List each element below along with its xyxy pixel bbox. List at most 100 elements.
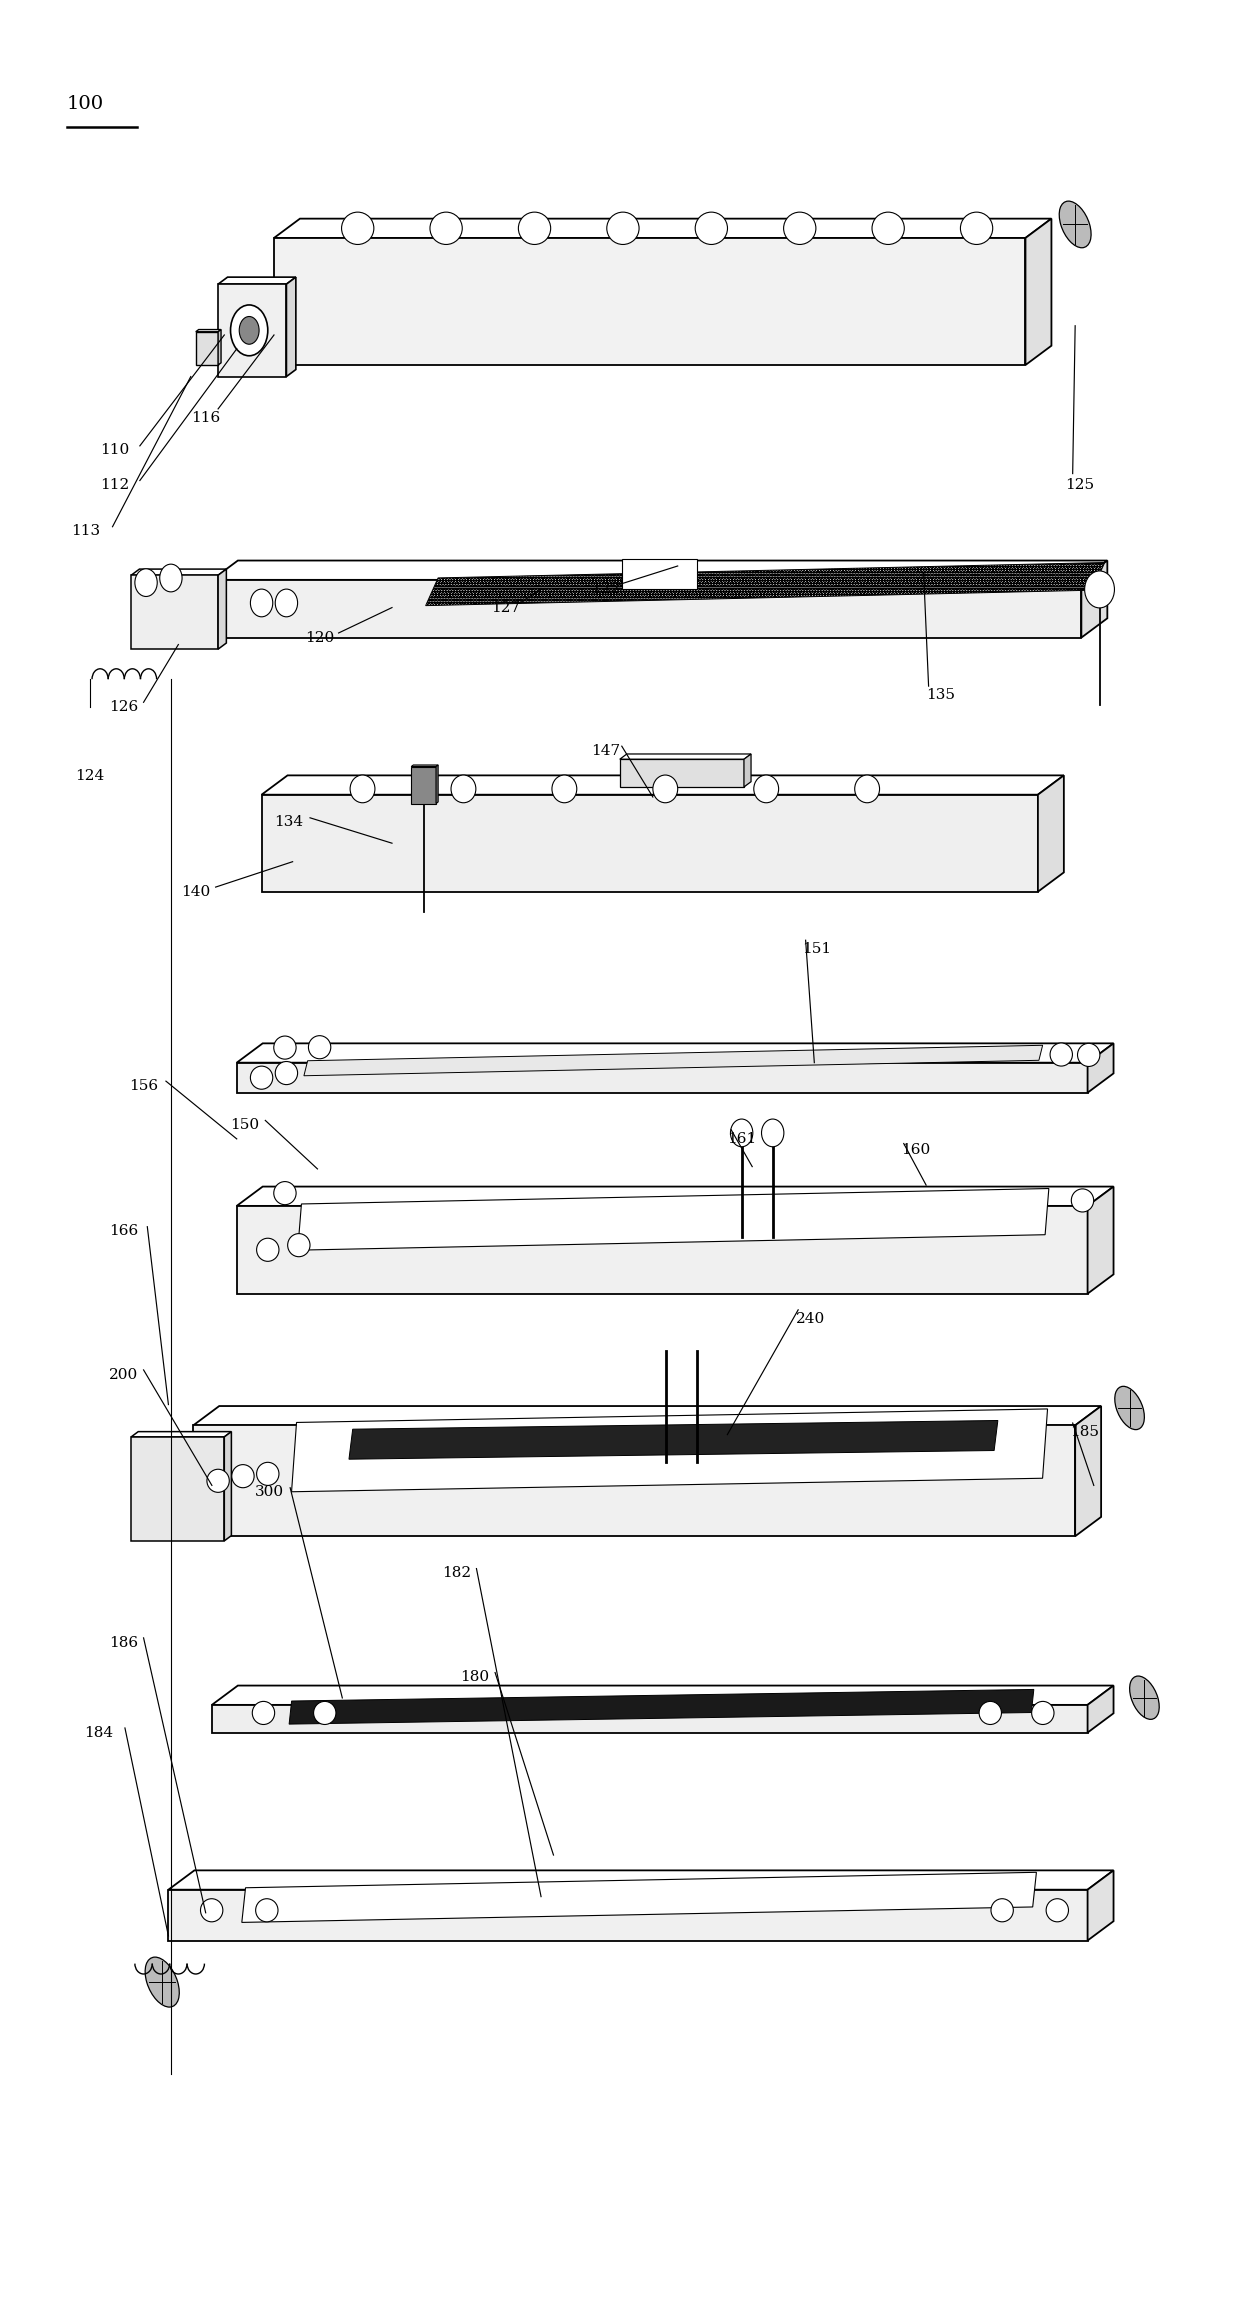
Text: 124: 124 [75,769,104,783]
Ellipse shape [653,774,678,802]
Ellipse shape [784,211,816,244]
Ellipse shape [256,1239,279,1262]
Polygon shape [619,753,751,760]
Text: 161: 161 [727,1132,756,1146]
Polygon shape [236,1206,1088,1294]
Polygon shape [289,1690,1034,1724]
Ellipse shape [309,1037,330,1060]
Ellipse shape [231,304,268,356]
Polygon shape [1088,1871,1114,1941]
Ellipse shape [1050,1043,1073,1067]
Text: 120: 120 [305,630,334,644]
Polygon shape [236,1043,1114,1062]
Polygon shape [219,277,296,284]
Polygon shape [436,765,438,804]
Polygon shape [426,562,1105,607]
Polygon shape [619,760,744,788]
Ellipse shape [1046,1899,1069,1922]
Ellipse shape [275,588,298,616]
Polygon shape [168,1871,1114,1889]
Ellipse shape [961,211,992,244]
Text: 134: 134 [274,816,303,830]
Text: 125: 125 [1065,479,1094,493]
Polygon shape [274,218,1051,237]
Text: 180: 180 [460,1671,490,1685]
Ellipse shape [201,1899,222,1922]
Text: 186: 186 [109,1636,138,1650]
Polygon shape [274,237,1025,365]
Text: 156: 156 [128,1078,158,1092]
Text: 300: 300 [255,1485,285,1499]
Polygon shape [411,767,436,804]
Polygon shape [236,1188,1114,1206]
Polygon shape [286,277,296,376]
Ellipse shape [134,569,157,597]
Ellipse shape [980,1701,1001,1724]
Ellipse shape [1129,1676,1159,1720]
Ellipse shape [274,1037,296,1060]
Ellipse shape [695,211,727,244]
Ellipse shape [232,1464,254,1487]
Text: 140: 140 [181,885,210,899]
Ellipse shape [146,1957,180,2008]
Ellipse shape [551,774,577,802]
Polygon shape [261,776,1064,795]
Polygon shape [212,560,1108,581]
Polygon shape [212,1685,1114,1706]
Polygon shape [304,1046,1042,1076]
Ellipse shape [754,774,779,802]
Text: 147: 147 [590,744,620,758]
Polygon shape [212,1706,1088,1734]
Polygon shape [236,1062,1088,1092]
Ellipse shape [1071,1190,1094,1213]
Polygon shape [1037,776,1064,892]
Ellipse shape [607,211,639,244]
Text: 185: 185 [1070,1425,1099,1439]
Text: 113: 113 [72,525,100,539]
Polygon shape [1075,1406,1102,1536]
Polygon shape [1025,218,1051,365]
Ellipse shape [1078,1043,1100,1067]
Polygon shape [131,1432,231,1436]
Ellipse shape [288,1234,310,1257]
Ellipse shape [274,1181,296,1204]
Ellipse shape [1059,202,1091,249]
Text: 127: 127 [491,600,520,614]
Ellipse shape [252,1701,275,1724]
Polygon shape [219,330,221,365]
Polygon shape [261,795,1037,892]
Polygon shape [212,581,1081,637]
Ellipse shape [761,1120,784,1146]
Ellipse shape [239,316,259,344]
Polygon shape [219,569,226,648]
Polygon shape [1081,560,1108,637]
Text: 135: 135 [926,688,955,702]
Text: 184: 184 [84,1727,113,1741]
Polygon shape [1088,1188,1114,1294]
Polygon shape [193,1425,1075,1536]
Polygon shape [623,558,697,588]
Ellipse shape [991,1899,1014,1922]
Polygon shape [196,332,219,365]
Ellipse shape [314,1701,335,1724]
Polygon shape [131,569,226,576]
Ellipse shape [519,211,550,244]
Ellipse shape [1031,1701,1054,1724]
Ellipse shape [872,211,904,244]
Polygon shape [242,1873,1036,1922]
Ellipse shape [256,1899,278,1922]
Polygon shape [291,1408,1048,1492]
Ellipse shape [350,774,376,802]
Text: 151: 151 [801,944,831,957]
Ellipse shape [207,1469,230,1492]
Polygon shape [744,753,751,788]
Text: 240: 240 [796,1313,825,1327]
Ellipse shape [1115,1387,1144,1429]
Text: 150: 150 [231,1118,260,1132]
Polygon shape [131,1436,225,1541]
Text: 182: 182 [442,1566,471,1580]
Ellipse shape [250,1067,273,1090]
Text: 200: 200 [109,1367,138,1380]
Ellipse shape [160,565,182,593]
Polygon shape [219,284,286,376]
